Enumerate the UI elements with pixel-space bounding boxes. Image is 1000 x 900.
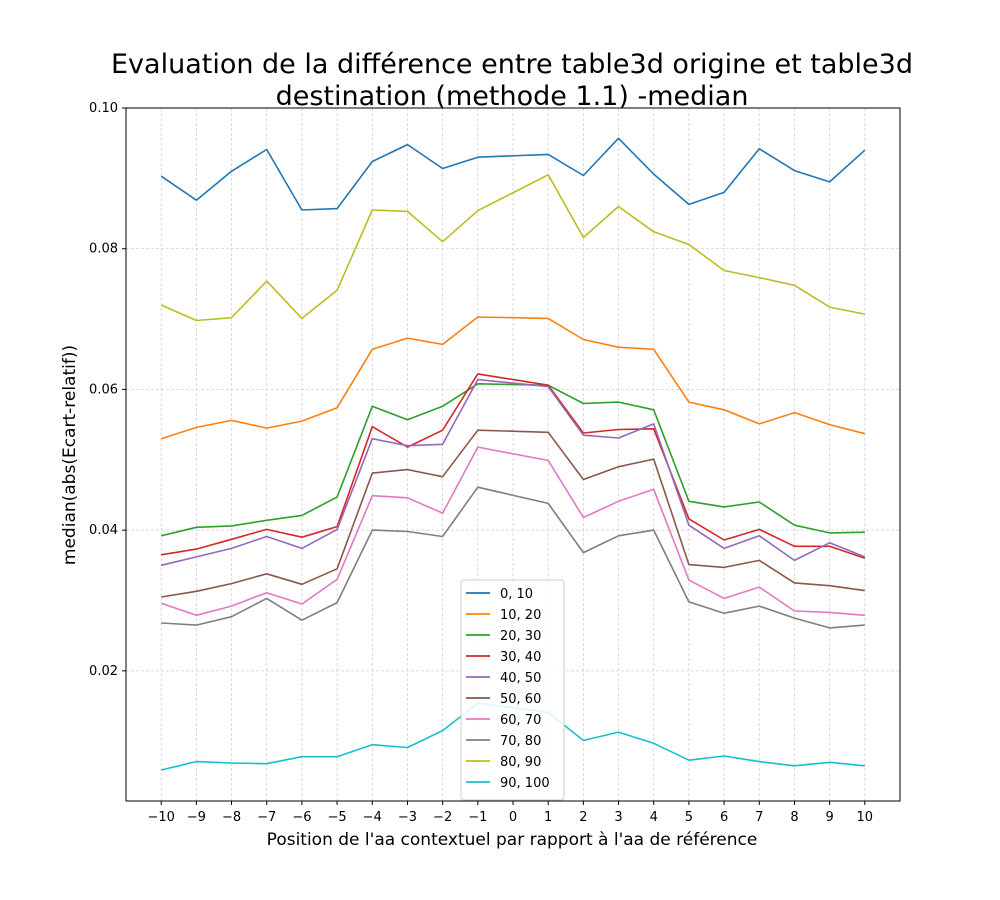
x-tick-label: 7 [755,810,763,825]
y-tick-label: 0.06 [89,382,118,397]
x-tick-label: 0 [509,810,517,825]
x-tick-label: 5 [685,810,693,825]
x-tick-label: −10 [147,810,174,825]
legend-label: 30, 40 [500,650,541,665]
x-tick-label: 4 [650,810,658,825]
series-line [160,316,866,440]
y-tick-label: 0.04 [89,523,118,538]
x-tick-label: −2 [433,810,452,825]
x-tick-label: −5 [328,810,347,825]
x-tick-label: −9 [187,810,206,825]
series-line [161,382,865,537]
legend-label: 20, 30 [500,629,541,644]
y-axis-label: median(abs(Ecart-relatif)) [60,345,80,565]
x-tick-label: −1 [468,810,487,825]
legend-label: 50, 60 [500,692,541,707]
y-tick-label: 0.10 [89,101,118,116]
x-tick-label: −7 [257,810,276,825]
y-axis: 0.02 0.04 0.06 0.08 0.10 [89,101,126,679]
x-tick-label: −8 [222,810,241,825]
x-tick-label: 3 [614,810,622,825]
x-tick-label: 1 [544,810,552,825]
series-line [160,174,865,322]
legend: 0, 10 10, 20 20, 30 30, 40 40, 50 50, 60 60, 7… [460,579,565,801]
chart-title-line-2: destination (methode 1.1) -median [276,81,749,112]
series-line [161,378,866,567]
x-tick-label: −4 [363,810,382,825]
legend-label: 80, 90 [500,755,541,770]
series-line [161,486,865,629]
x-tick-label: −6 [292,810,311,825]
x-axis-label: Position de l'aa contextuel par rapport … [267,830,758,850]
legend-label: 10, 20 [500,608,541,623]
x-tick-label: 10 [857,810,874,825]
x-tick-label: 6 [720,810,728,825]
chart-title-line-1: Evaluation de la différence entre table3… [111,49,913,80]
legend-label: 40, 50 [500,671,541,686]
x-tick-label: 8 [790,810,798,825]
series-line [161,373,866,560]
series-line [160,446,865,617]
x-tick-label: −3 [398,810,417,825]
y-tick-label: 0.08 [89,242,118,257]
x-tick-label: 9 [825,810,833,825]
y-tick-label: 0.02 [89,664,118,679]
legend-label: 70, 80 [500,734,541,749]
legend-label: 0, 10 [500,587,533,602]
x-tick-label: 2 [579,810,587,825]
series-line [161,429,865,598]
legend-label: 60, 70 [500,713,541,728]
series-line [160,137,866,211]
x-axis: −10 −9 −8 −7 −6 −5 −4 −3 −2 −1 0 1 2 3 4 5 6 7 8 9 10 [147,801,873,825]
series-layer [160,137,866,771]
legend-label: 90, 100 [500,776,550,791]
